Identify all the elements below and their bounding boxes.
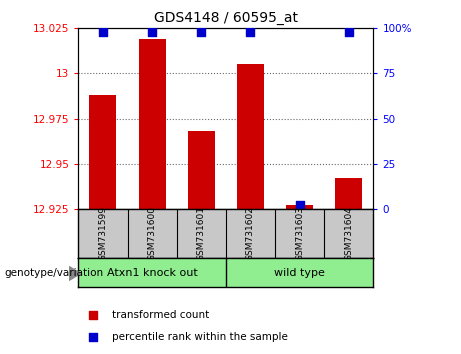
Bar xyxy=(188,131,215,209)
Point xyxy=(89,334,97,339)
Text: GSM731601: GSM731601 xyxy=(197,206,206,261)
Title: GDS4148 / 60595_at: GDS4148 / 60595_at xyxy=(154,11,298,24)
Text: percentile rank within the sample: percentile rank within the sample xyxy=(112,332,288,342)
Text: Atxn1 knock out: Atxn1 knock out xyxy=(107,268,197,278)
Bar xyxy=(335,178,362,209)
Point xyxy=(296,202,303,208)
Bar xyxy=(139,39,165,209)
Point xyxy=(345,29,353,35)
Point xyxy=(247,29,254,35)
Bar xyxy=(89,95,117,209)
Text: GSM731604: GSM731604 xyxy=(344,206,353,261)
Bar xyxy=(237,64,264,209)
Text: GSM731599: GSM731599 xyxy=(99,206,107,261)
Text: transformed count: transformed count xyxy=(112,310,209,320)
Bar xyxy=(286,205,313,209)
Polygon shape xyxy=(69,267,81,280)
Text: wild type: wild type xyxy=(274,268,325,278)
Text: genotype/variation: genotype/variation xyxy=(5,268,104,278)
Text: GSM731602: GSM731602 xyxy=(246,206,255,261)
Point xyxy=(148,29,156,35)
Point xyxy=(99,29,106,35)
Point xyxy=(89,312,97,318)
Point xyxy=(198,29,205,35)
Text: GSM731603: GSM731603 xyxy=(295,206,304,261)
Text: GSM731600: GSM731600 xyxy=(148,206,157,261)
